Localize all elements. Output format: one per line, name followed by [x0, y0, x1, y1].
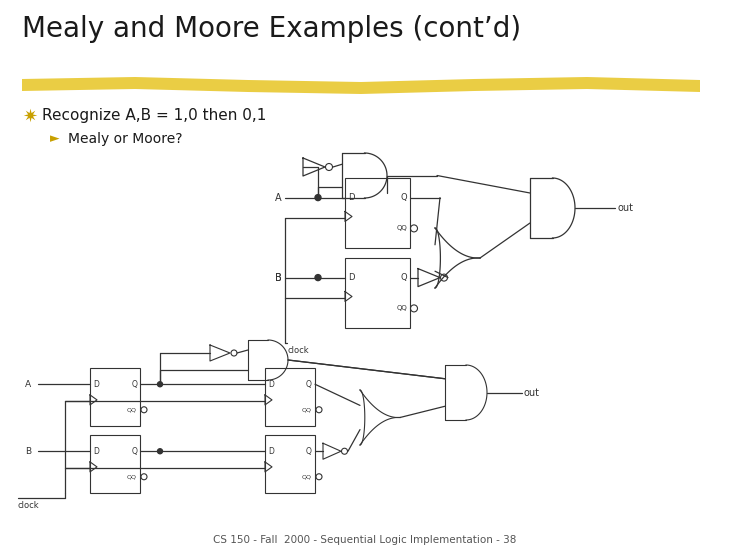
Text: out: out: [617, 203, 633, 213]
Circle shape: [315, 195, 321, 201]
Text: clock: clock: [18, 501, 39, 510]
Text: clock: clock: [287, 346, 309, 355]
Bar: [90, 368, 140, 426]
Text: CS 150 - Fall  2000 - Sequential Logic Implementation - 38: CS 150 - Fall 2000 - Sequential Logic Im…: [213, 535, 517, 545]
Text: Q: Q: [400, 193, 407, 202]
Polygon shape: [22, 77, 700, 94]
Text: Q: Q: [131, 380, 137, 389]
Circle shape: [158, 382, 163, 387]
Text: QQ: QQ: [302, 474, 312, 479]
Text: B: B: [275, 272, 282, 283]
Bar: [90, 435, 140, 493]
Text: Mealy or Moore?: Mealy or Moore?: [68, 132, 182, 146]
Text: QQ: QQ: [396, 225, 407, 231]
Bar: [345, 258, 410, 328]
Text: ►: ►: [50, 132, 60, 145]
Bar: [265, 435, 315, 493]
Text: Mealy and Moore Examples (cont’d): Mealy and Moore Examples (cont’d): [22, 15, 521, 43]
Text: ✷: ✷: [22, 108, 37, 126]
Text: QQ: QQ: [127, 474, 137, 479]
Text: A: A: [25, 380, 31, 389]
Text: QQ: QQ: [127, 408, 137, 412]
Text: Recognize A,B = 1,0 then 0,1: Recognize A,B = 1,0 then 0,1: [42, 108, 266, 123]
Text: D: D: [268, 447, 274, 456]
Circle shape: [158, 449, 163, 454]
Text: QQ: QQ: [396, 305, 407, 311]
Text: D: D: [93, 380, 99, 389]
Bar: [265, 368, 315, 426]
Text: D: D: [348, 273, 355, 282]
Bar: [345, 178, 410, 248]
Text: Q: Q: [131, 447, 137, 456]
Text: Q: Q: [306, 380, 312, 389]
Text: QQ: QQ: [302, 408, 312, 412]
Text: out: out: [524, 387, 540, 398]
Text: Q: Q: [400, 273, 407, 282]
Text: A: A: [275, 193, 282, 202]
Text: D: D: [348, 193, 355, 202]
Circle shape: [315, 275, 321, 281]
Text: B: B: [275, 272, 282, 283]
Text: D: D: [268, 380, 274, 389]
Text: Q: Q: [306, 447, 312, 456]
Text: D: D: [93, 447, 99, 456]
Text: B: B: [25, 447, 31, 456]
